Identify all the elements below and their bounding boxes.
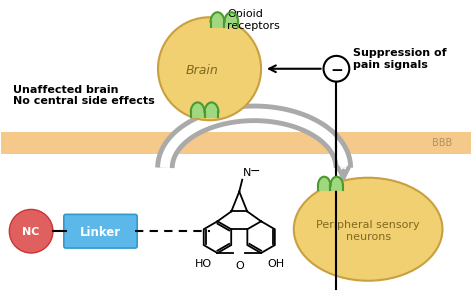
Bar	[1, 132, 471, 154]
Polygon shape	[210, 12, 224, 27]
Polygon shape	[205, 102, 219, 117]
Text: N: N	[243, 168, 252, 178]
Polygon shape	[224, 12, 238, 27]
Text: Peripheral sensory
neurons: Peripheral sensory neurons	[316, 221, 420, 242]
Text: Linker: Linker	[80, 226, 121, 239]
Polygon shape	[330, 177, 343, 190]
Circle shape	[324, 56, 349, 82]
Text: OH: OH	[267, 259, 284, 269]
Text: HO: HO	[194, 259, 211, 269]
Circle shape	[9, 209, 53, 253]
Text: BBB: BBB	[432, 138, 452, 148]
Polygon shape	[191, 102, 205, 117]
Polygon shape	[318, 177, 330, 190]
Text: Opioid
receptors: Opioid receptors	[228, 9, 280, 31]
Text: −: −	[250, 165, 261, 178]
Circle shape	[158, 17, 261, 120]
Text: Brain: Brain	[185, 64, 218, 77]
Text: Unaffected brain
No central side effects: Unaffected brain No central side effects	[13, 85, 155, 106]
Text: O: O	[235, 261, 244, 271]
Text: −: −	[330, 63, 343, 78]
FancyBboxPatch shape	[64, 214, 137, 248]
Text: Suppression of
pain signals: Suppression of pain signals	[353, 48, 447, 70]
Ellipse shape	[294, 178, 442, 281]
Text: NC: NC	[22, 227, 40, 237]
